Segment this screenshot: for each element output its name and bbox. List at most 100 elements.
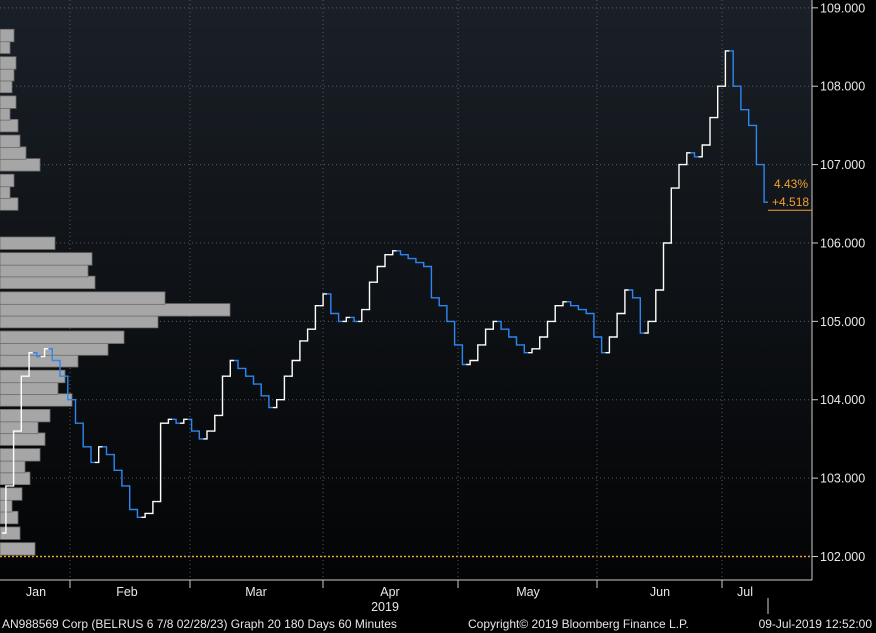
price-segment: [172, 418, 180, 424]
price-segment: [729, 50, 738, 87]
y-axis: 102.000 103.000 104.000 105.000 106.000 107.0…: [811, 0, 865, 580]
price-segment: [149, 500, 157, 515]
volume-bar: [0, 291, 166, 305]
price-segment: [365, 281, 374, 311]
price-segment: [713, 85, 722, 119]
price-segment: [180, 418, 188, 424]
price-segment: [381, 254, 389, 268]
volume-bar: [0, 134, 21, 148]
price-segment: [698, 144, 707, 158]
volume-bar: [0, 314, 159, 329]
price-segment: [659, 242, 668, 291]
price-segment: [613, 312, 621, 338]
price-segment: [443, 305, 451, 323]
price-segment: [737, 85, 745, 111]
volume-bar: [0, 369, 66, 384]
price-segment: [690, 152, 699, 158]
price-segment: [721, 50, 730, 87]
price-segment: [296, 340, 304, 362]
price-segment: [25, 352, 33, 377]
price-segment: [427, 265, 436, 299]
price-segment: [210, 414, 219, 432]
price-segment: [520, 344, 529, 354]
price-segment: [48, 348, 57, 362]
price-segment: [497, 320, 505, 330]
price-segment: [474, 344, 482, 362]
price-segment: [675, 163, 683, 189]
security-description: AN988569 Corp (BELRUS 6 7/8 02/28/23) Gr…: [2, 617, 397, 631]
x-tick-label: Jan: [26, 585, 46, 599]
x-tick-label: Apr: [380, 585, 399, 599]
price-segment: [559, 301, 567, 307]
volume-bar: [0, 119, 19, 133]
price-segment: [744, 109, 753, 127]
volume-bar: [0, 275, 96, 290]
price-segment: [636, 297, 645, 334]
volume-bar: [0, 264, 89, 278]
price-segment: [481, 328, 490, 346]
price-segment: [195, 430, 204, 440]
y-tick-label: 106.000: [820, 236, 865, 250]
x-tick-label: Mar: [245, 585, 267, 599]
volume-bar: [0, 542, 36, 556]
last-value-labels: 4.43% +4.518: [768, 177, 812, 211]
price-segment: [651, 289, 660, 323]
price-segment: [125, 485, 134, 511]
price-segment: [528, 348, 536, 354]
price-segment: [458, 344, 467, 366]
volume-bar: [0, 342, 109, 356]
price-segment: [87, 446, 95, 464]
volume-bar: [0, 252, 93, 266]
volume-bar: [0, 393, 73, 407]
price-segment: [597, 336, 606, 354]
price-segment: [706, 116, 714, 146]
price-segment: [412, 257, 420, 264]
x-year-label: 2019: [371, 600, 399, 614]
volume-bar: [0, 448, 41, 462]
price-segment: [2, 485, 10, 534]
price-segment: [17, 375, 26, 432]
price-segment: [466, 359, 474, 366]
y-tick-label: 102.000: [820, 550, 865, 564]
volume-bar: [0, 79, 13, 94]
x-axis: Jan Feb Mar Apr May Jun Jul 2019: [0, 579, 812, 614]
price-segment: [350, 316, 358, 323]
price-segment: [9, 430, 18, 487]
price-segment: [56, 359, 64, 377]
volume-bar: [0, 471, 31, 486]
price-segment: [590, 312, 598, 338]
change-percent-label: 4.43%: [774, 177, 808, 191]
price-segment: [265, 395, 273, 409]
footer-bar: AN988569 Corp (BELRUS 6 7/8 02/28/23) Gr…: [0, 614, 876, 633]
price-segment: [319, 293, 327, 307]
price-segment: [419, 261, 428, 268]
grid-lines: [0, 0, 812, 580]
price-segment: [396, 250, 405, 256]
volume-bar: [0, 409, 51, 423]
y-tick-label: 104.000: [820, 393, 865, 407]
price-segment: [667, 187, 676, 244]
y-tick-label: 103.000: [820, 472, 865, 486]
price-series: [2, 50, 768, 534]
y-tick-label: 108.000: [820, 80, 865, 94]
price-segment: [543, 320, 552, 338]
price-segment: [504, 328, 513, 338]
volume-bar: [0, 28, 15, 43]
price-segment: [280, 375, 289, 401]
volume-bar: [0, 459, 26, 474]
volume-bar: [0, 432, 46, 446]
price-segment: [110, 453, 119, 471]
price-segment: [582, 308, 590, 315]
price-segment: [241, 367, 250, 377]
timestamp: 09-Jul-2019 12:52:00: [758, 617, 872, 631]
price-segment: [435, 297, 443, 307]
change-absolute-label: +4.518: [772, 195, 809, 209]
volume-bar: [0, 185, 11, 199]
price-segment: [334, 312, 343, 323]
volume-bar: [0, 330, 125, 344]
price-segment: [272, 399, 281, 409]
price-segment: [203, 430, 211, 440]
price-segment: [32, 352, 41, 358]
volume-bar: [0, 56, 17, 70]
